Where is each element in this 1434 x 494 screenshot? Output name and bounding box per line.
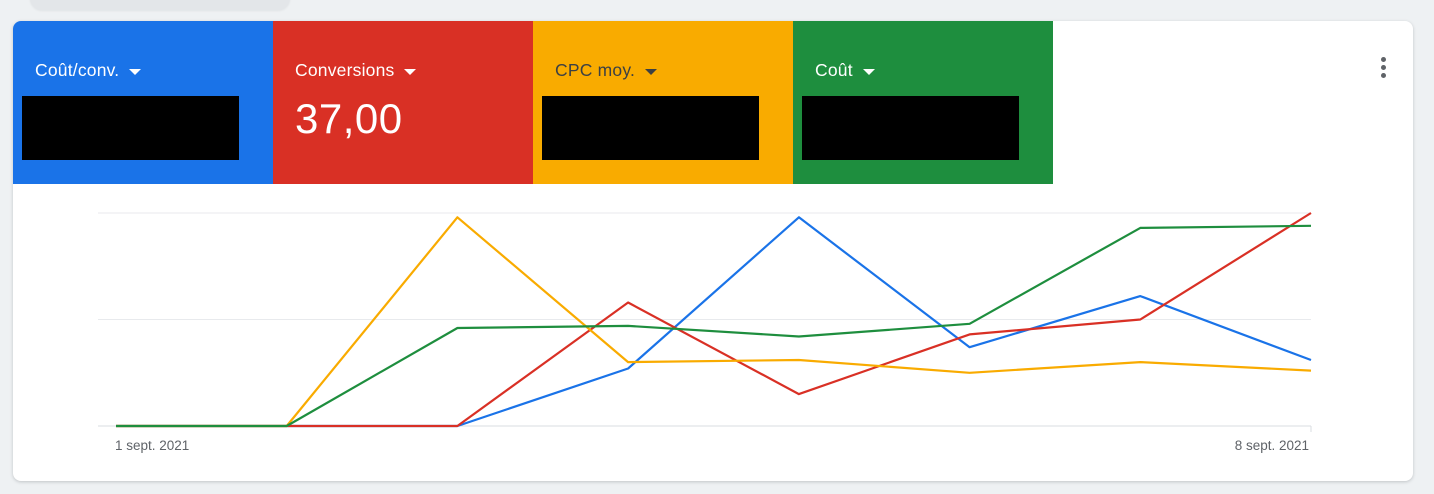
metric-label-text: Conversions bbox=[295, 60, 395, 80]
x-tick-label-first: 1 sept. 2021 bbox=[115, 438, 189, 453]
dropdown-arrow-icon bbox=[404, 68, 417, 75]
performance-chart-card: Coût/conv. Conversions 37,00 CPC moy. Co… bbox=[13, 21, 1413, 481]
dropdown-arrow-icon bbox=[129, 68, 142, 75]
metric-conversions[interactable]: Conversions 37,00 bbox=[273, 21, 533, 184]
metric-label-text: CPC moy. bbox=[555, 60, 636, 80]
metric-cost-per-conversion[interactable]: Coût/conv. bbox=[13, 21, 273, 184]
more-dot bbox=[1380, 56, 1386, 62]
series-line-avg-cpc bbox=[116, 216, 1312, 428]
redacted-value bbox=[542, 96, 759, 160]
metric-label: Conversions bbox=[295, 60, 417, 81]
series-line-cost-per-conversion bbox=[116, 216, 1312, 428]
metric-label: Coût/conv. bbox=[35, 60, 142, 81]
metric-label: Coût bbox=[815, 60, 875, 81]
metric-selector-row: Coût/conv. Conversions 37,00 CPC moy. Co… bbox=[13, 21, 1053, 184]
more-dot bbox=[1380, 64, 1386, 70]
series-line-cost bbox=[116, 224, 1312, 428]
metric-avg-cpc[interactable]: CPC moy. bbox=[533, 21, 793, 184]
metric-label: CPC moy. bbox=[555, 60, 658, 81]
dropdown-arrow-icon bbox=[645, 68, 658, 75]
series-line-conversions bbox=[116, 212, 1312, 428]
x-tick-label-last: 8 sept. 2021 bbox=[1235, 438, 1309, 453]
chart-series bbox=[116, 212, 1312, 428]
top-tab-shadow bbox=[30, 0, 290, 10]
metric-value: 37,00 bbox=[295, 95, 403, 142]
more-vert-icon[interactable] bbox=[1373, 53, 1393, 81]
redacted-value bbox=[22, 96, 239, 160]
chart-gridlines bbox=[98, 212, 1312, 432]
line-chart: 1 sept. 2021 8 sept. 2021 bbox=[98, 212, 1312, 453]
redacted-value bbox=[802, 96, 1019, 160]
dropdown-arrow-icon bbox=[862, 68, 875, 75]
more-dot bbox=[1380, 72, 1386, 78]
metric-cost[interactable]: Coût bbox=[793, 21, 1053, 184]
metric-label-text: Coût/conv. bbox=[35, 60, 120, 80]
metric-label-text: Coût bbox=[815, 60, 853, 80]
